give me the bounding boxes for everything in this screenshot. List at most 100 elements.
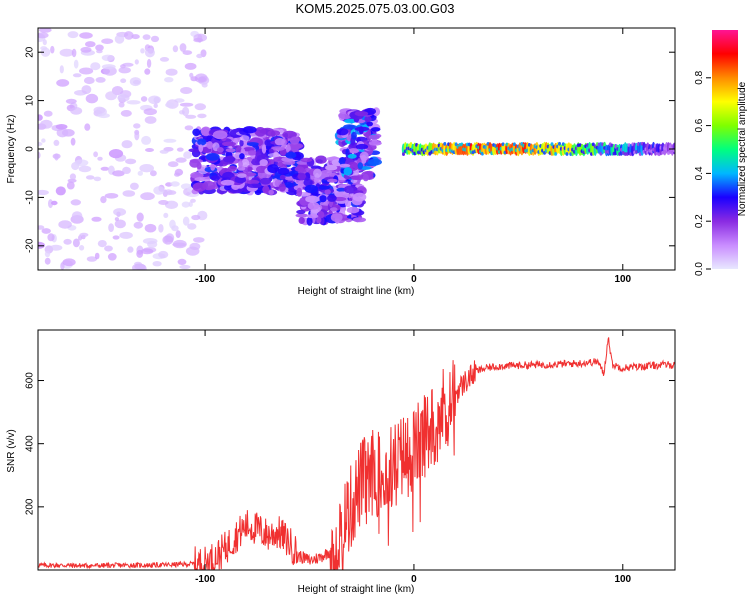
spectrogram-cell-679 — [222, 141, 236, 147]
spectrogram-cell-682 — [247, 183, 262, 188]
colorbar-tick-label-1: 0.2 — [694, 214, 705, 228]
spectrogram-cell-153 — [90, 62, 101, 71]
spectrogram-cell-574 — [239, 135, 250, 142]
spectrogram-cell-112 — [66, 181, 75, 190]
spectrogram-cell-15 — [125, 158, 137, 165]
spectrogram-cell-148 — [40, 46, 48, 51]
spectrogram-cell-527 — [239, 139, 244, 147]
spectrogram-cell-1125 — [354, 111, 369, 117]
spectrogram-cell-694 — [248, 150, 257, 156]
spectrogram-cell-536 — [190, 171, 204, 179]
y-tick-label-3: 10 — [25, 95, 36, 107]
x-tick-label-1: 0 — [411, 274, 417, 285]
spectrogram-cell-697 — [210, 163, 216, 171]
spectrogram-cell-127 — [104, 245, 113, 252]
spectrogram-cell-80 — [169, 219, 176, 229]
spectrogram-cell-253 — [122, 166, 131, 174]
spectrogram-cell-932 — [313, 168, 322, 178]
spectrogram-cell-151 — [54, 153, 59, 161]
spectrogram-cell-1214 — [480, 151, 484, 156]
spectrogram-cell-963 — [300, 157, 313, 163]
spectrogram-cell-1127 — [362, 173, 369, 182]
spectrogram-cell-692 — [274, 138, 286, 146]
spectrogram-cell-655 — [283, 182, 294, 188]
spectrogram-cell-83 — [141, 135, 152, 145]
spectrogram-cell-154 — [143, 108, 157, 116]
x-tick-label-0: -100 — [195, 574, 215, 585]
spectrogram-cell-107 — [175, 230, 181, 239]
spectrogram-cell-696 — [242, 126, 257, 134]
spectrogram-cell-936 — [306, 214, 320, 219]
spectrogram-cell-869 — [296, 187, 303, 197]
spectrogram-cell-129 — [172, 239, 187, 249]
spectrogram-cell-1121 — [343, 124, 356, 130]
y-tick-label-4: 20 — [25, 46, 36, 58]
spectrogram-cell-178 — [73, 59, 79, 69]
snr-x-ticks: -100 0 100 — [195, 330, 632, 585]
spectrogram-cell-895 — [315, 159, 323, 164]
spectrogram-cell-190 — [67, 31, 79, 39]
spectrogram-cell-575 — [200, 126, 211, 137]
spectrogram-cell-229 — [193, 37, 204, 43]
spectrogram-cell-955 — [352, 217, 366, 223]
spectrogram-cell-680 — [234, 176, 247, 184]
spectrogram-cell-1124 — [355, 143, 369, 150]
spectrogram-cell-146 — [84, 123, 91, 131]
spectrogram-cell-213 — [165, 102, 175, 108]
spectrogram-cell-113 — [70, 199, 82, 206]
spectrogram-cell-137 — [38, 32, 49, 39]
spectrogram-cell-205 — [172, 45, 179, 53]
spectrogram-cell-216 — [81, 85, 92, 95]
spectrogram-cell-140 — [38, 151, 41, 159]
snr-y-label: SNR (v/v) — [6, 429, 17, 472]
spectrogram-cell-85 — [122, 190, 136, 197]
spectrogram-cell-124 — [197, 113, 207, 119]
spectrogram-cell-669 — [225, 148, 236, 153]
spectrogram-cell-698 — [212, 130, 228, 140]
y-tick-label-1: 400 — [25, 435, 36, 452]
spectrogram-cell-0 — [140, 192, 155, 201]
spectrogram-cell-136 — [191, 214, 201, 221]
spectrogram-cell-186 — [97, 113, 110, 119]
spectrogram-cell-111 — [201, 82, 208, 88]
spectrogram-cell-99 — [163, 138, 177, 143]
spectrogram-cell-149 — [179, 264, 191, 270]
spectrogram-cell-235 — [187, 223, 197, 230]
spectrogram-cell-1248 — [512, 142, 516, 147]
spectrogram-cell-687 — [268, 189, 275, 195]
spectrogram-cell-110 — [146, 58, 152, 68]
spectrogram-cell-156 — [114, 217, 119, 222]
x-tick-label-2: 100 — [614, 274, 631, 285]
spectrogram-cell-215 — [79, 32, 93, 39]
spectrogram-cell-1056 — [368, 134, 380, 140]
spectrogram-cell-96 — [165, 68, 178, 76]
spectrogram-cell-84 — [159, 57, 170, 62]
spectrogram-cell-20 — [126, 100, 141, 105]
spectrogram-cell-95 — [74, 159, 89, 167]
spectrogram-x-ticks: -100 0 100 — [195, 28, 632, 285]
spectrogram-cell-922 — [320, 169, 332, 176]
spectrogram-cell-665 — [277, 167, 290, 175]
spectrogram-cell-118 — [108, 149, 124, 159]
spectrogram-cell-60 — [194, 103, 206, 111]
spectrogram-cell-230 — [44, 250, 51, 258]
spectrogram-cell-634 — [246, 179, 260, 185]
spectrogram-cell-1130 — [402, 152, 405, 157]
spectrogram-cell-192 — [43, 110, 53, 117]
spectrogram-cell-901 — [319, 195, 327, 203]
spectrogram-cell-25 — [120, 110, 132, 117]
spectrogram-cell-217 — [120, 78, 127, 83]
spectrogram-cell-234 — [86, 256, 98, 262]
spectrogram-cell-134 — [47, 233, 55, 242]
spectrogram-cell-174 — [137, 170, 143, 176]
spectrogram-cell-239 — [38, 114, 43, 121]
spectrogram-cell-76 — [65, 98, 77, 104]
spectrogram-cell-189 — [97, 156, 103, 161]
spectrogram-cell-660 — [188, 148, 202, 153]
spectrogram-cell-48 — [79, 67, 94, 75]
spectrogram-cell-126 — [158, 250, 169, 259]
spectrogram-cell-1126 — [336, 128, 349, 136]
spectrogram-cell-956 — [305, 195, 320, 203]
spectrogram-cell-595 — [288, 143, 304, 149]
